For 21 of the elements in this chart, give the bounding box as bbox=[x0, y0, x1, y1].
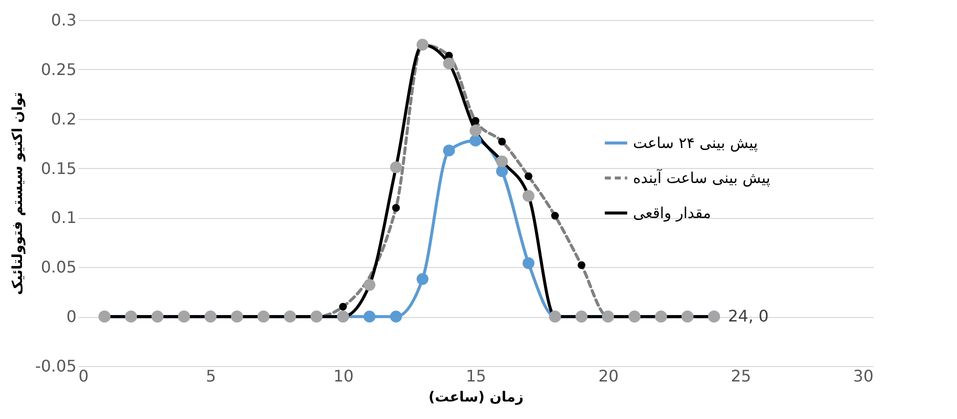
y-tick-label: 0.1 bbox=[51, 208, 76, 228]
y-tick-label: 0.05 bbox=[40, 258, 76, 277]
y-axis-title: توان اکتیو سیستم فتوولتائیک bbox=[10, 92, 26, 295]
x-axis-title: زمان (ساعت) bbox=[428, 390, 524, 406]
y-tick-label: 0.25 bbox=[40, 60, 76, 79]
x-tick-label: 10 bbox=[333, 366, 354, 386]
y-tick-label: 0 bbox=[66, 307, 76, 326]
x-tick-label: 20 bbox=[598, 366, 619, 386]
y-tick-label: 0.2 bbox=[51, 109, 76, 128]
legend-label: مقدار واقعی bbox=[633, 204, 711, 222]
x-tick-label: 0 bbox=[78, 366, 89, 386]
annotation: 24, 0 bbox=[728, 306, 769, 326]
legend-label: پیش بینی ۲۴ ساعت bbox=[633, 134, 758, 152]
y-tick-label: -0.05 bbox=[35, 356, 76, 376]
legend-label: پیش بینی ساعت آینده bbox=[633, 168, 770, 187]
x-tick-label: 25 bbox=[730, 366, 752, 386]
x-tick-label: 30 bbox=[853, 366, 874, 386]
y-tick-label: 0.15 bbox=[40, 158, 76, 178]
y-tick-label: 0.3 bbox=[51, 10, 76, 30]
x-tick-label: 15 bbox=[466, 366, 486, 386]
x-tick-label: 5 bbox=[206, 366, 216, 386]
